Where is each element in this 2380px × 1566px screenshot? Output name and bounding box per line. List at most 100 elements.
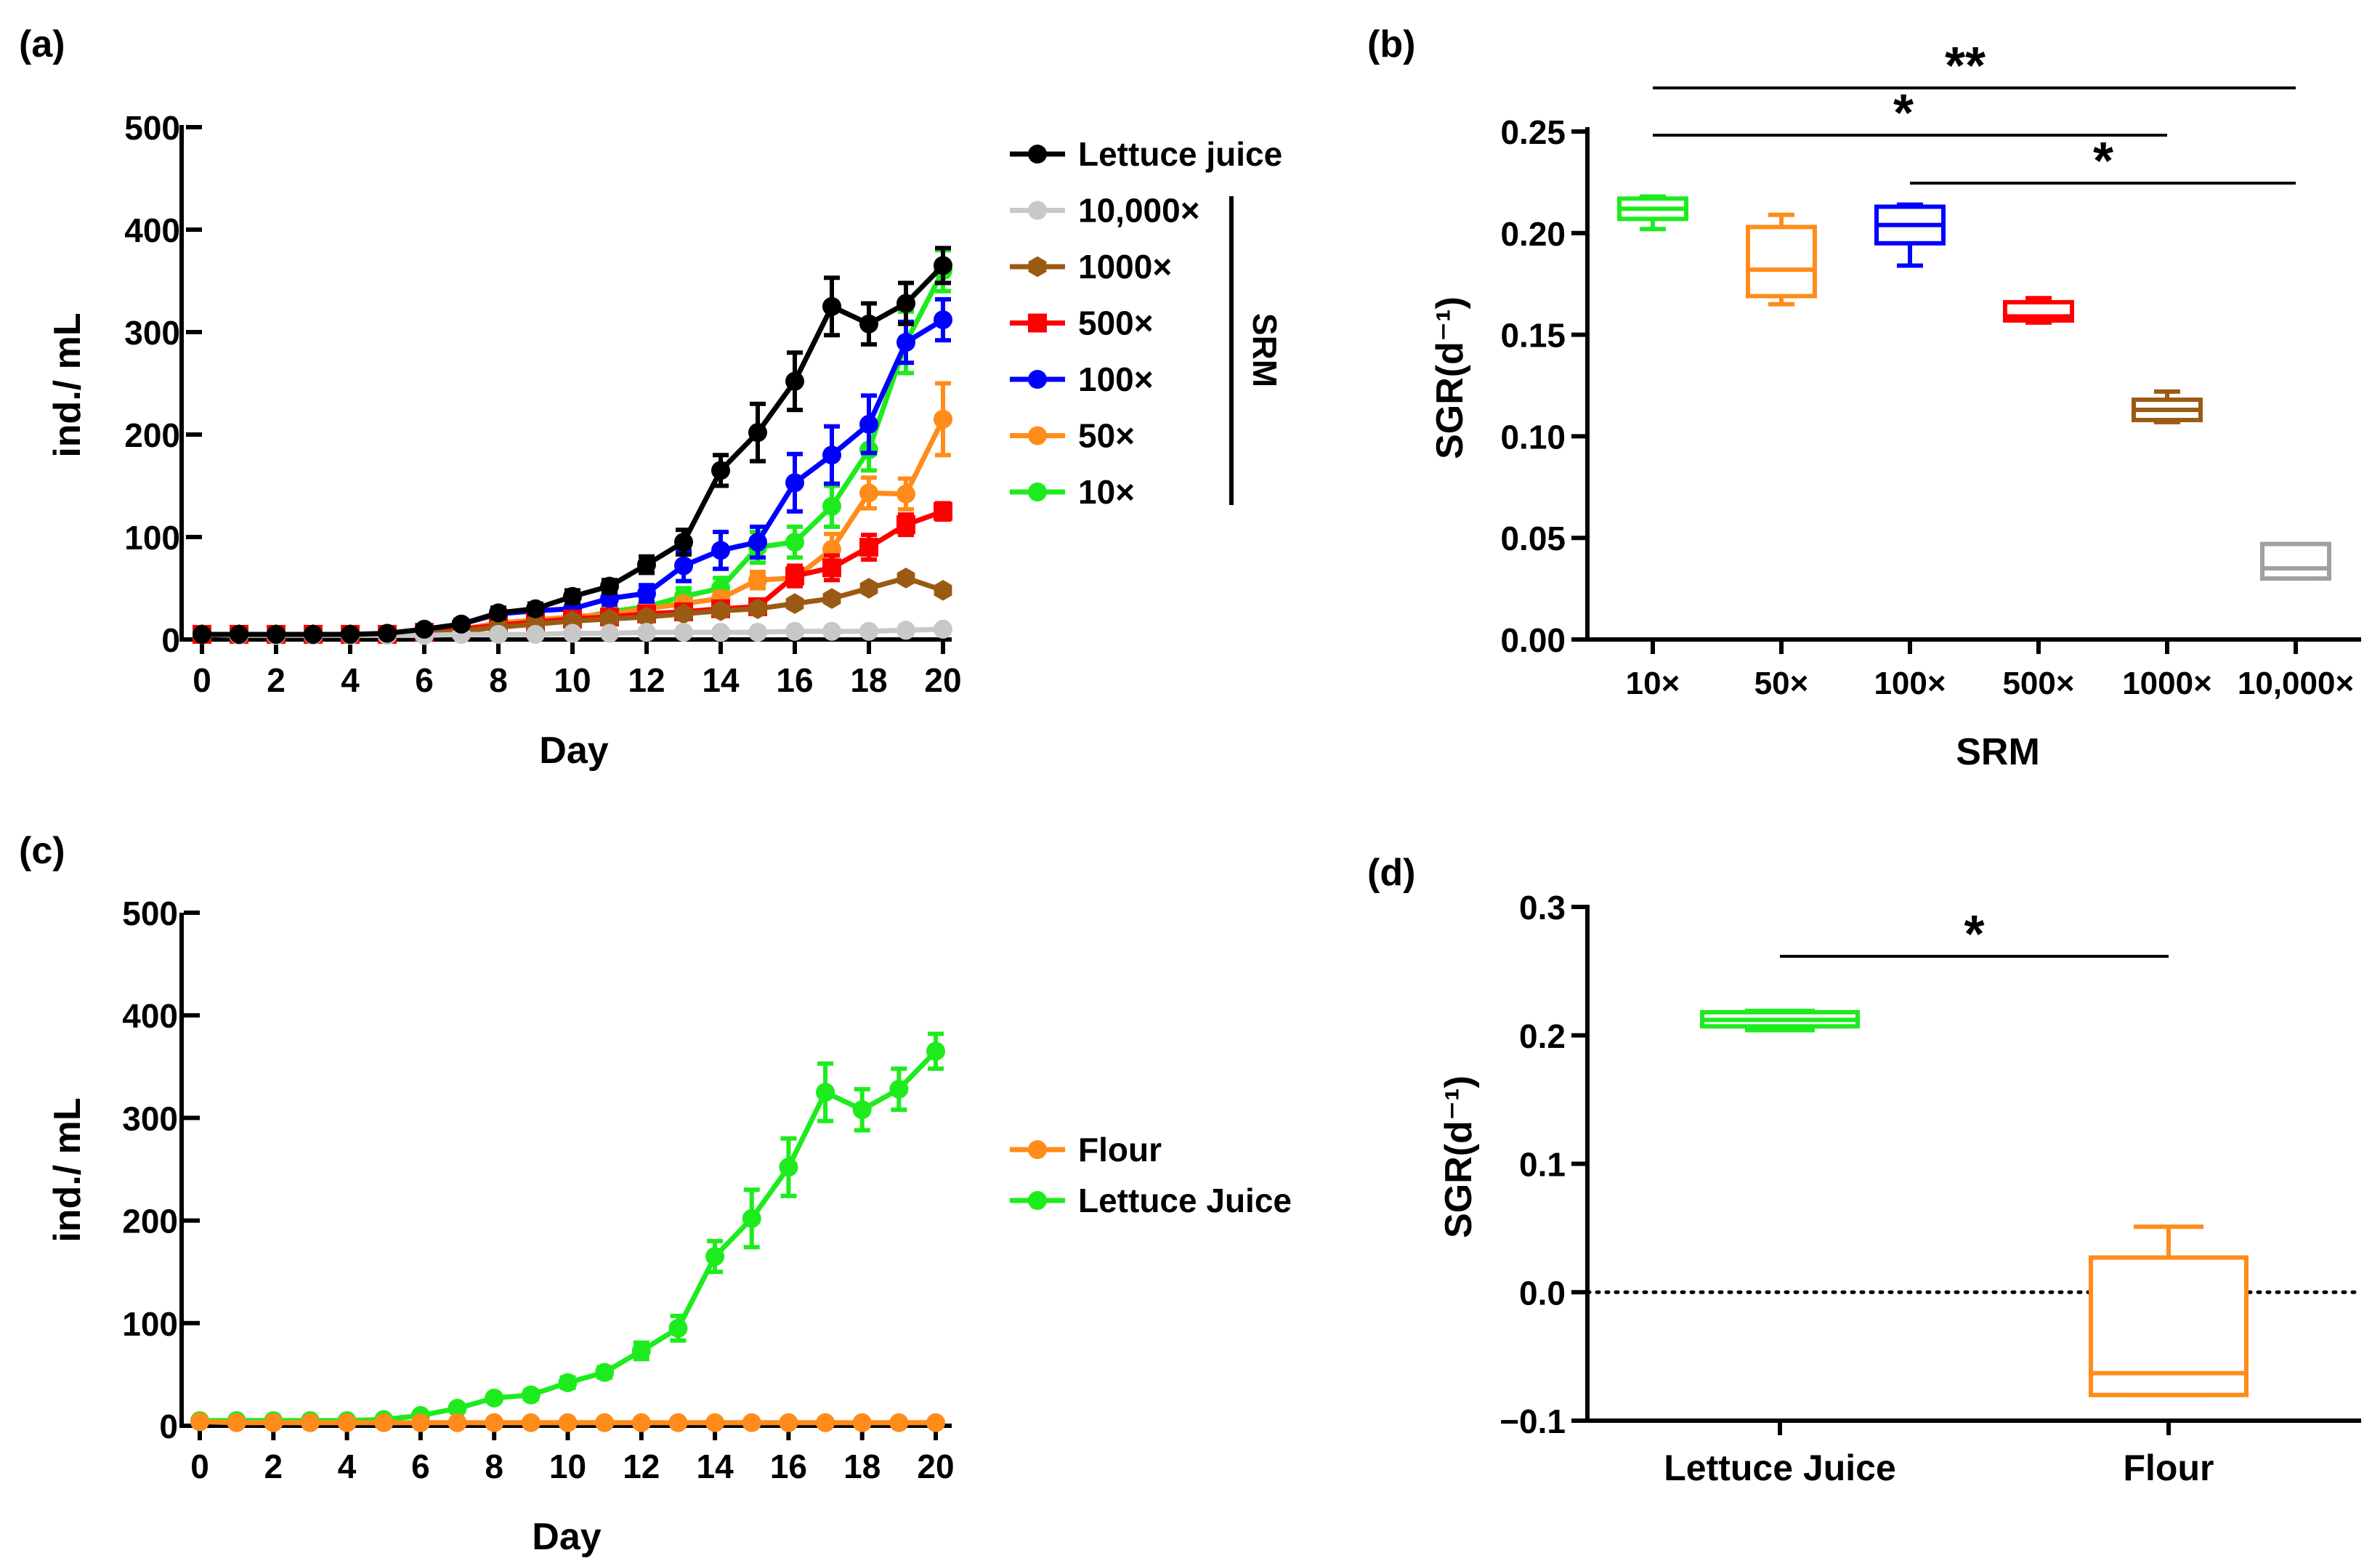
a-data-point xyxy=(934,501,952,521)
d-y-tick-label: 0.2 xyxy=(1519,1017,1566,1055)
a-data-point xyxy=(859,538,878,557)
a-data-point xyxy=(859,314,878,334)
b-box-10× xyxy=(1617,194,1688,232)
d-y-tick-label: 0.3 xyxy=(1519,889,1566,927)
b-significance-bracket: ** xyxy=(1653,37,2296,95)
c-data-point xyxy=(410,1413,430,1432)
a-data-point xyxy=(896,294,915,313)
a-y-tick-label: 300 xyxy=(124,314,180,352)
c-data-point xyxy=(889,1413,909,1432)
a-legend-marker xyxy=(1028,426,1047,445)
b-y-tick-label: 0.05 xyxy=(1500,520,1566,557)
panel-b-x-label: SRM xyxy=(1956,731,2040,773)
a-legend-item: 50× xyxy=(1010,417,1135,455)
b-box-500× xyxy=(2003,296,2074,325)
a-data-point xyxy=(267,624,286,644)
c-data-point xyxy=(485,1413,504,1432)
panel-d-label: (d) xyxy=(1367,852,1415,894)
c-legend-item: Lettuce Juice xyxy=(1010,1182,1292,1219)
a-legend-label: 10× xyxy=(1078,473,1135,511)
a-legend-item: 100× xyxy=(1010,360,1154,398)
a-data-point xyxy=(563,623,582,643)
b-significance-label: * xyxy=(1893,84,1914,142)
c-legend-label: Flour xyxy=(1078,1131,1162,1169)
b-box-100× xyxy=(1874,202,1946,268)
a-data-point xyxy=(600,608,619,630)
srm-group-label: SRM xyxy=(1246,313,1284,387)
a-data-point xyxy=(822,558,841,578)
a-data-point xyxy=(748,598,767,619)
panel-d-chart: −0.1 0.0 0.1 0.2 0.3 Lettuce Juice Flour * SG… xyxy=(1438,889,2363,1488)
b-x-tick-label: 50× xyxy=(1754,666,1809,701)
a-data-point xyxy=(637,606,656,628)
d-significance-label: * xyxy=(1964,905,1984,964)
a-x-tick-label: 6 xyxy=(415,661,434,699)
panel-c-y-label: ind./ mL xyxy=(46,1097,89,1242)
a-data-point xyxy=(896,621,915,640)
c-series-Flour xyxy=(190,1412,945,1432)
c-series-Lettuce Juice xyxy=(190,1031,945,1430)
a-data-point xyxy=(452,614,471,634)
a-data-point xyxy=(526,624,545,644)
c-x-tick-label: 20 xyxy=(917,1448,954,1485)
c-data-point xyxy=(448,1398,467,1418)
a-y-tick-label: 500 xyxy=(124,109,180,147)
c-x-tick-label: 8 xyxy=(485,1448,503,1485)
a-data-point xyxy=(711,541,730,560)
a-data-point xyxy=(637,584,656,603)
a-legend-marker xyxy=(1028,370,1047,389)
c-data-point xyxy=(631,1413,651,1432)
b-significance-label: * xyxy=(2093,132,2113,190)
a-data-point xyxy=(859,483,878,503)
c-data-point xyxy=(852,1100,872,1120)
a-data-point xyxy=(859,621,878,641)
a-data-point xyxy=(748,533,767,552)
c-data-point xyxy=(521,1413,541,1432)
c-y-tick-label: 100 xyxy=(122,1305,178,1343)
a-x-tick-label: 18 xyxy=(850,661,887,699)
a-data-point xyxy=(896,333,915,352)
b-x-tick-label: 100× xyxy=(1874,666,1946,701)
a-data-point xyxy=(637,623,656,642)
c-x-tick-label: 4 xyxy=(338,1448,357,1485)
a-x-tick-label: 10 xyxy=(554,661,591,699)
c-x-tick-label: 14 xyxy=(697,1448,734,1485)
a-y-tick-label: 200 xyxy=(124,416,180,454)
b-y-tick-label: 0.00 xyxy=(1500,621,1566,659)
a-legend-label: 100× xyxy=(1078,360,1154,398)
a-data-point xyxy=(896,515,915,535)
c-data-point xyxy=(264,1413,283,1432)
b-y-tick-label: 0.25 xyxy=(1500,113,1566,151)
a-legend-marker xyxy=(1028,256,1047,278)
a-data-point xyxy=(489,624,508,644)
a-data-point xyxy=(934,409,952,429)
a-x-tick-label: 16 xyxy=(776,661,813,699)
a-x-tick-label: 2 xyxy=(267,661,286,699)
a-data-point xyxy=(674,623,693,642)
d-y-tick-label: −0.1 xyxy=(1499,1402,1566,1440)
c-x-tick-label: 0 xyxy=(190,1448,209,1485)
a-data-point xyxy=(674,603,693,624)
c-x-tick-label: 10 xyxy=(549,1448,586,1485)
a-legend-label: 10,000× xyxy=(1078,192,1200,230)
c-data-point xyxy=(595,1413,615,1432)
a-data-point xyxy=(822,445,841,465)
panel-b-label: (b) xyxy=(1367,23,1415,65)
panel-a-label: (a) xyxy=(19,23,65,65)
c-data-point xyxy=(227,1413,246,1432)
a-data-point xyxy=(896,568,915,589)
c-data-point xyxy=(668,1413,688,1432)
c-data-point xyxy=(852,1413,872,1432)
a-data-point xyxy=(859,578,878,599)
c-data-point xyxy=(742,1413,761,1432)
a-data-point xyxy=(711,623,730,642)
c-data-point xyxy=(926,1041,945,1061)
c-y-tick-label: 300 xyxy=(122,1099,178,1137)
d-box-Flour xyxy=(2089,1224,2249,1397)
a-data-point xyxy=(785,533,804,552)
panel-d-y-label: SGR(d⁻¹) xyxy=(1438,1075,1480,1238)
a-x-tick-label: 0 xyxy=(193,661,211,699)
a-x-tick-label: 20 xyxy=(924,661,961,699)
c-data-point xyxy=(190,1412,209,1432)
